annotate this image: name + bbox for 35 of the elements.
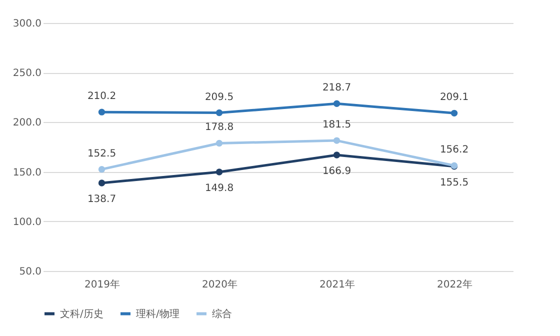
- data-label: 209.1: [440, 92, 469, 104]
- x-tick-label: 2022年: [437, 278, 472, 290]
- y-tick-label: 100.0: [12, 216, 42, 228]
- y-tick-label: 150.0: [12, 167, 42, 178]
- data-label: 149.8: [204, 183, 234, 194]
- point: [216, 109, 223, 116]
- y-tick-label: 50.0: [19, 266, 42, 278]
- data-label: 178.8: [204, 122, 234, 134]
- data-label: 181.5: [322, 120, 352, 131]
- x-tick-label: 2020年: [202, 278, 238, 290]
- point: [98, 180, 106, 186]
- data-label: 156.2: [440, 144, 469, 156]
- point: [333, 100, 340, 107]
- y-tick-label: 300.0: [12, 18, 42, 30]
- point: [450, 110, 458, 117]
- data-label: 209.5: [204, 92, 234, 103]
- data-label: 155.5: [440, 177, 469, 188]
- legend-label: 文科/历史: [60, 308, 104, 320]
- point: [98, 108, 106, 116]
- x-tick-label: 2019年: [84, 278, 120, 290]
- data-label: 166.9: [322, 166, 352, 178]
- data-label: 152.5: [87, 148, 116, 160]
- point: [333, 152, 340, 158]
- data-label: 210.2: [87, 91, 116, 102]
- point: [216, 168, 223, 176]
- x-tick-label: 2021年: [320, 278, 355, 290]
- data-label: 218.7: [322, 82, 352, 94]
- data-label: 138.7: [87, 194, 116, 206]
- point: [216, 140, 223, 147]
- point: [333, 137, 340, 144]
- legend-label: 综合: [212, 308, 232, 320]
- y-tick-label: 250.0: [12, 68, 42, 80]
- y-tick-label: 200.0: [12, 118, 42, 129]
- legend-label: 理科/物理: [136, 308, 180, 320]
- point: [98, 166, 106, 173]
